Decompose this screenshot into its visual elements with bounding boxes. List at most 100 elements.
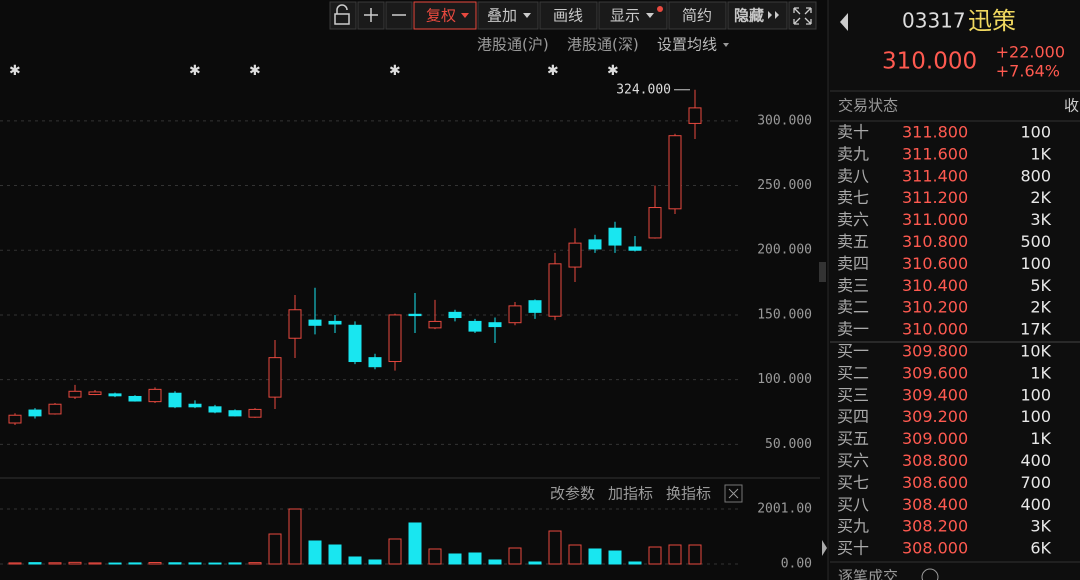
event-marker[interactable]: ✱ — [189, 63, 201, 79]
order-volume: 17K — [1020, 320, 1051, 339]
volume-bar — [368, 559, 382, 565]
volume-bar — [548, 530, 562, 565]
indicator-button[interactable]: 改参数 — [550, 485, 595, 503]
y-tick-label: 250.000 — [757, 178, 812, 193]
candle-body — [188, 403, 202, 408]
order-volume: 100 — [1020, 254, 1051, 273]
order-side: 买一 — [837, 342, 869, 361]
order-volume: 400 — [1020, 495, 1051, 514]
button[interactable] — [539, 1, 598, 30]
order-volume: 3K — [1030, 517, 1051, 536]
order-side: 卖一 — [837, 320, 869, 339]
volume-bar — [128, 562, 142, 565]
tab[interactable]: 设置均线 — [657, 36, 717, 54]
volume-bar — [288, 508, 302, 565]
order-price: 309.000 — [902, 429, 968, 448]
candle-body — [68, 390, 82, 398]
candle-body — [368, 357, 382, 368]
order-side: 卖八 — [837, 166, 869, 185]
order-price: 308.000 — [902, 539, 968, 558]
volume-bar — [508, 547, 522, 565]
quote-panel — [828, 0, 1080, 580]
candle-body — [328, 320, 342, 325]
candle-body — [448, 311, 462, 319]
resize-grip[interactable] — [819, 262, 826, 282]
candle-body — [508, 305, 522, 324]
order-price: 310.000 — [902, 320, 968, 339]
close-button[interactable] — [724, 484, 743, 503]
button[interactable] — [668, 1, 727, 30]
order-side: 卖二 — [837, 298, 869, 317]
back-arrow[interactable] — [840, 13, 848, 31]
y-tick-label: 300.000 — [757, 113, 812, 128]
order-side: 买九 — [837, 517, 869, 536]
order-side: 买五 — [837, 429, 869, 448]
candle-body — [28, 409, 42, 417]
event-marker[interactable]: ✱ — [249, 63, 261, 79]
stock-name: 迅策 — [968, 7, 1016, 35]
indicator-button[interactable]: 加指标 — [608, 485, 653, 503]
y-tick-label: 200.000 — [757, 243, 812, 258]
tab[interactable]: 港股通(沪) — [477, 36, 549, 54]
order-side: 买三 — [837, 385, 869, 404]
arrows-icon — [768, 11, 779, 19]
button-label: 显示 — [610, 7, 640, 25]
expand-arrow[interactable] — [822, 540, 827, 556]
order-volume: 700 — [1020, 473, 1051, 492]
info-icon[interactable] — [921, 568, 939, 580]
order-price: 311.800 — [902, 123, 968, 142]
button-label: 复权 — [426, 7, 456, 25]
candle-body — [568, 242, 582, 268]
indicator-button[interactable]: 换指标 — [666, 485, 711, 503]
order-volume: 1K — [1030, 363, 1051, 382]
order-price: 309.400 — [902, 385, 968, 404]
volume-bar — [608, 550, 622, 565]
volume-bar — [648, 546, 662, 565]
order-side: 卖十 — [837, 123, 869, 142]
tab[interactable]: 港股通(深) — [567, 36, 639, 54]
button-label: 画线 — [553, 7, 583, 25]
candle-body — [48, 403, 62, 415]
volume-bar — [408, 522, 422, 565]
candle-body — [468, 320, 482, 332]
event-marker[interactable]: ✱ — [607, 63, 619, 79]
candle-body — [128, 395, 142, 402]
order-price: 311.400 — [902, 166, 968, 185]
dropdown-icon — [523, 13, 531, 18]
y-tick-label: 50.000 — [765, 437, 812, 452]
candle-body — [628, 246, 642, 251]
order-price: 311.000 — [902, 210, 968, 229]
order-price: 308.600 — [902, 473, 968, 492]
volume-bar — [28, 562, 42, 565]
order-volume: 10K — [1020, 342, 1051, 361]
order-side: 卖三 — [837, 276, 869, 295]
order-side: 买六 — [837, 451, 869, 470]
order-price: 310.600 — [902, 254, 968, 273]
volume-bar — [348, 556, 362, 565]
event-marker[interactable]: ✱ — [547, 63, 559, 79]
y-tick-label: 150.000 — [757, 307, 812, 322]
button[interactable] — [598, 1, 668, 30]
order-price: 309.600 — [902, 363, 968, 382]
fullscreen-button[interactable] — [788, 1, 817, 30]
trades-title[interactable]: 逐笔成交 — [838, 568, 898, 580]
order-side: 卖六 — [837, 210, 869, 229]
volume-bar — [428, 548, 442, 565]
toolbar: 复权 叠加 画线 显示 简约 隐藏 — [329, 1, 817, 30]
stock-code: 03317 — [902, 9, 966, 33]
event-marker[interactable]: ✱ — [389, 63, 401, 79]
candle-body — [228, 410, 242, 417]
volume-bar — [468, 552, 482, 565]
event-markers: ✱ ✱ ✱ ✱ ✱ ✱ — [9, 63, 619, 79]
dropdown-icon — [723, 43, 729, 47]
volume-bar — [488, 559, 502, 565]
order-volume: 2K — [1030, 298, 1051, 317]
event-marker[interactable]: ✱ — [9, 63, 21, 79]
order-price: 311.600 — [902, 144, 968, 163]
button-label: 叠加 — [487, 7, 517, 25]
volume-bar — [668, 544, 682, 565]
lock-button[interactable] — [329, 1, 357, 30]
candle-body — [548, 263, 562, 317]
order-volume: 800 — [1020, 166, 1051, 185]
candle-body — [168, 392, 182, 408]
